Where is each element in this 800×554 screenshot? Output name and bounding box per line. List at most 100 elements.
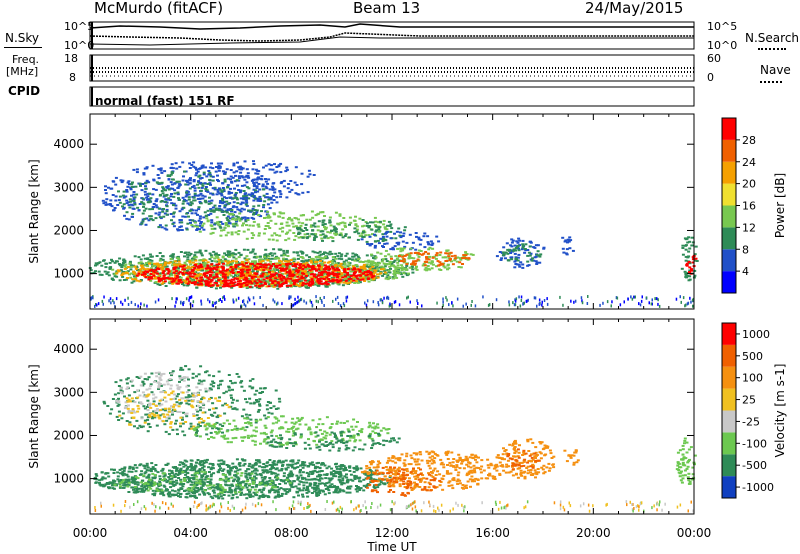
velocity-cell [148, 404, 151, 407]
velocity-cell [229, 405, 233, 408]
power-cell [245, 201, 249, 204]
power-cell [409, 252, 413, 255]
power-cell [221, 255, 225, 258]
velocity-cell [248, 385, 252, 388]
power-cell [426, 241, 430, 244]
power-cell [462, 304, 464, 308]
velocity-cell [202, 397, 206, 400]
power-cell [173, 182, 177, 185]
power-cell [113, 207, 117, 209]
power-cell [265, 285, 269, 288]
power-cell [387, 270, 391, 273]
power-cell [385, 242, 389, 245]
power-cell [125, 190, 129, 193]
power-cell [263, 228, 267, 230]
velocity-cell [117, 410, 121, 413]
power-cell [123, 260, 126, 263]
velocity-cell [187, 399, 191, 402]
power-cell [199, 189, 203, 192]
power-cell [400, 269, 404, 271]
velocity-cell [184, 365, 188, 368]
power-cell [175, 297, 178, 301]
power-cell [143, 272, 147, 275]
power-cell [241, 167, 245, 170]
power-cell [124, 278, 128, 281]
power-cell [292, 232, 296, 234]
power-cell [390, 227, 394, 230]
power-cell [370, 228, 374, 231]
velocity-cell [150, 417, 154, 420]
velocity-cell [309, 431, 313, 434]
power-cell [398, 255, 401, 257]
power-cell [223, 279, 226, 282]
power-cell [334, 257, 338, 260]
power-cell [261, 270, 265, 273]
power-cell [140, 201, 144, 204]
power-cell [286, 218, 290, 221]
power-cell [323, 270, 327, 273]
power-cell [285, 196, 289, 199]
power-cell [211, 187, 215, 190]
velocity-cell [173, 410, 177, 412]
power-cell [177, 272, 181, 275]
power-cell [389, 248, 393, 251]
power-cell [331, 240, 335, 243]
power-cell [291, 258, 295, 261]
power-cell [226, 261, 230, 264]
power-cell [319, 277, 323, 280]
power-cell [241, 216, 245, 219]
power-cell [521, 243, 525, 246]
velocity-cell [135, 419, 139, 422]
power-cell [546, 297, 548, 301]
power-cell [355, 230, 359, 233]
power-cell [225, 211, 229, 214]
power-cell [94, 270, 97, 273]
power-cell [137, 256, 141, 259]
power-cell [388, 304, 391, 308]
power-cell [244, 284, 248, 287]
power-cell [311, 233, 315, 236]
velocity-cell [158, 383, 162, 385]
power-cell [164, 224, 168, 227]
power-cell [115, 272, 119, 275]
power-cell [517, 237, 521, 240]
power-cell [231, 176, 235, 179]
velocity-cell [166, 413, 170, 416]
power-cell [282, 258, 286, 261]
power-cell [155, 206, 159, 209]
power-cell [371, 233, 374, 236]
power-cell [259, 260, 263, 263]
power-cell [254, 168, 258, 171]
velocity-cell [165, 419, 169, 422]
power-cell [279, 282, 283, 285]
power-cell [184, 281, 188, 284]
power-cell [319, 268, 323, 271]
power-cell [202, 222, 206, 225]
power-cell [325, 266, 329, 268]
power-cell [190, 202, 194, 205]
power-cell [264, 258, 268, 261]
power-cell [268, 277, 272, 280]
power-cell [248, 271, 252, 273]
power-cell [316, 277, 320, 280]
power-cell [311, 216, 315, 219]
power-cell [143, 190, 147, 193]
power-cell [401, 254, 404, 257]
power-cell [317, 266, 321, 269]
velocity-cell [113, 393, 117, 396]
velocity-cell [154, 396, 158, 399]
velocity-cell [217, 428, 221, 431]
power-cell [346, 268, 350, 270]
power-cell [171, 222, 175, 225]
power-cell [389, 267, 392, 270]
power-cell [113, 301, 115, 305]
power-cell [279, 171, 283, 174]
velocity-cell [136, 396, 140, 399]
power-cell [179, 276, 183, 279]
power-cell [226, 231, 230, 234]
power-cell [542, 247, 546, 250]
power-cell [188, 275, 192, 278]
power-cell [416, 253, 420, 256]
power-cell [200, 302, 203, 306]
velocity-cell [168, 410, 171, 413]
